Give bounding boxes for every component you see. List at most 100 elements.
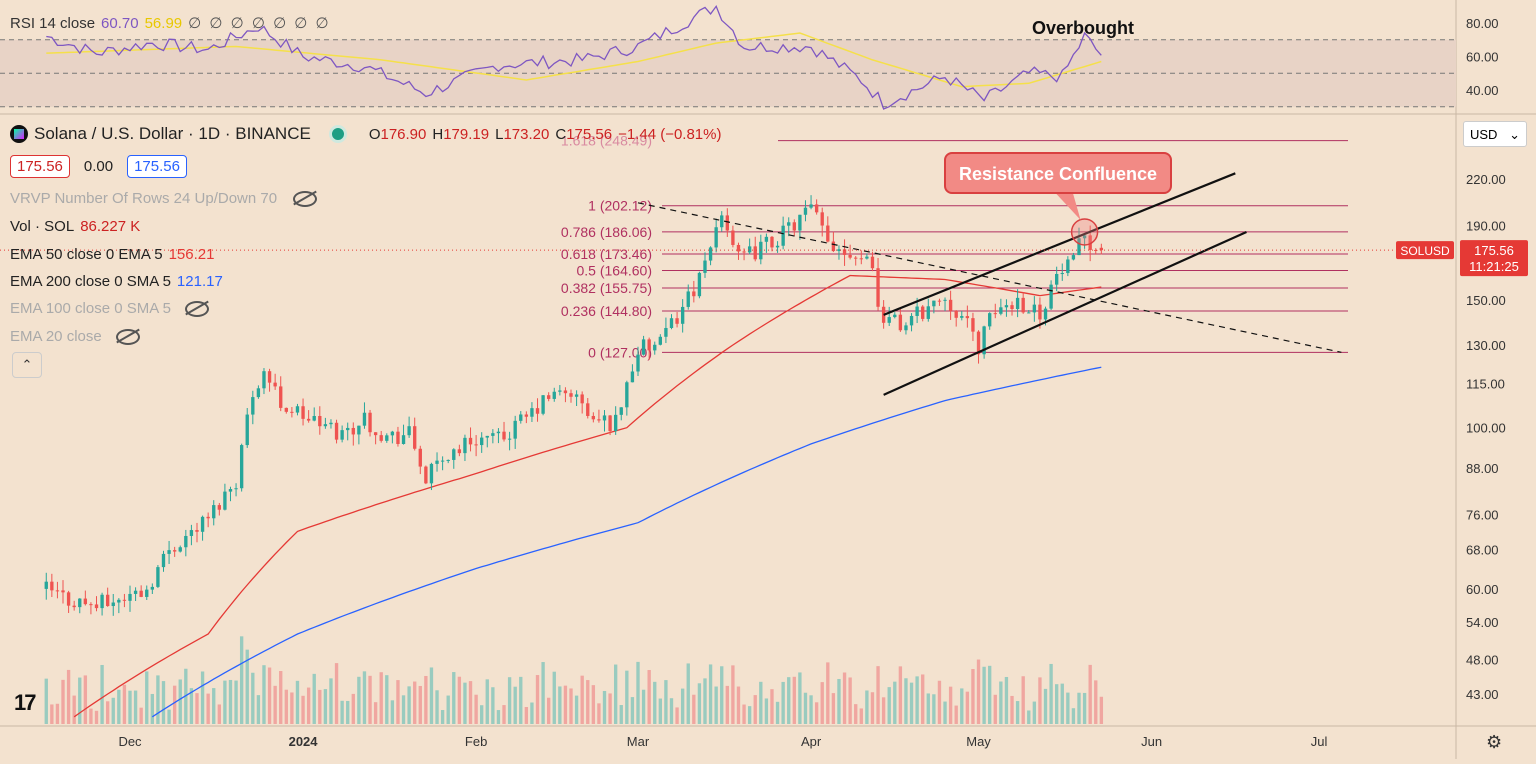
volume-bar [898,666,903,724]
volume-bar [753,695,757,724]
ask-pill[interactable]: 175.56 [127,155,187,178]
trendline-channel-upper [883,172,1236,316]
volume-bar [854,704,858,724]
ema100-legend[interactable]: EMA 100 close 0 SMA 5 [10,300,209,317]
hidden-eye-icon[interactable] [293,190,318,207]
candle-body [742,251,746,253]
candle-body [1077,238,1081,256]
candle-body [167,550,171,554]
candle-body [602,415,607,421]
volume-bar [859,708,863,724]
rsi-legend: RSI 14 close 60.70 56.99 ∅ ∅ ∅ ∅ ∅ ∅ ∅ [10,14,331,33]
candle-body [770,236,774,248]
volume-legend[interactable]: Vol · SOL 86.227 K [10,218,140,235]
market-status-icon[interactable] [328,125,347,143]
candle-body [842,249,847,255]
candle-body [809,204,813,208]
candle-body [507,438,512,440]
candle-body [161,553,166,568]
ema20-label: EMA 20 close [10,328,102,345]
currency-value: USD [1470,127,1498,142]
hidden-eye-icon[interactable] [184,300,209,317]
bid-pill[interactable]: 175.56 [10,155,70,178]
volume-bar [267,667,272,724]
volume-bar [530,702,534,724]
volume-bar [993,694,997,724]
candle-body [435,460,439,464]
volume-bar [78,677,82,724]
volume-bar [686,663,690,724]
ema50-legend[interactable]: EMA 50 close 0 EMA 5 156.21 [10,246,214,263]
candle-body [463,437,467,454]
candle-body [66,592,71,606]
candle-body [429,463,434,484]
candle-body [72,605,76,608]
candle-body [692,291,696,297]
candle-body [664,327,668,337]
candle-body [156,567,160,587]
volume-bar [921,674,925,724]
candle-body [1021,297,1025,313]
settings-gear-icon[interactable]: ⚙ [1486,732,1503,752]
ema200-value: 121.17 [176,273,223,290]
candle-body [480,437,484,446]
candle-body [608,415,612,432]
price-tag-countdown: 11:21:25 [1469,259,1519,274]
time-axis-label: Jul [1311,734,1328,749]
price-axis-label: 48.00 [1466,652,1499,667]
candles [44,195,1104,616]
volume-bar [1060,683,1064,724]
volume-bar [954,705,958,724]
vrvp-legend[interactable]: VRVP Number Of Rows 24 Up/Down 70 [10,190,318,207]
candle-body [1032,304,1037,313]
volume-bar [306,687,311,724]
candle-body [128,593,132,601]
volume-bar [290,692,294,724]
candle-body [658,336,663,345]
ema20-legend[interactable]: EMA 20 close [10,328,140,345]
collapse-legend-button[interactable]: ⌃ [12,352,42,378]
volume-bar [770,689,774,724]
volume-bar [865,690,869,724]
volume-bar [111,697,115,724]
candle-body [502,431,506,440]
volume-bar [720,666,724,724]
volume-bar [1066,692,1070,724]
low-value: 173.20 [503,125,550,143]
hidden-eye-icon[interactable] [115,328,140,345]
candle-body [50,581,54,591]
volume-bar [1082,692,1087,724]
volume-bar [485,679,489,724]
time-axis-label: Mar [627,734,650,749]
candle-body [44,581,48,589]
volume-bar [150,693,155,724]
candle-body [747,246,752,253]
volume-bar [759,681,763,724]
volume-bar [653,681,657,724]
candle-body [279,386,283,408]
change-value: −1.44 (−0.81%) [618,125,722,143]
candle-body [256,388,261,398]
price-tag [1460,240,1528,277]
candle-body [937,300,942,302]
candle-body [563,390,568,394]
candle-body [909,315,914,326]
volume-bar [72,695,76,724]
volume-bar [820,682,824,724]
volume-bar [558,686,562,724]
ema200-legend[interactable]: EMA 200 close 0 SMA 5 121.17 [10,273,223,290]
candle-body [787,222,791,226]
low-label: L [495,125,504,143]
symbol-title[interactable]: Solana / U.S. Dollar · 1D · BINANCE [34,124,311,143]
candle-body [720,215,724,228]
currency-select[interactable]: USD ⌄ [1463,121,1527,147]
volume-bar [574,695,579,724]
candle-body [195,530,199,532]
resistance-confluence-label: Resistance Confluence [944,152,1172,194]
candle-body [552,391,556,399]
candle-body [781,225,785,246]
candle-body [245,414,249,446]
volume-bar [524,707,529,724]
